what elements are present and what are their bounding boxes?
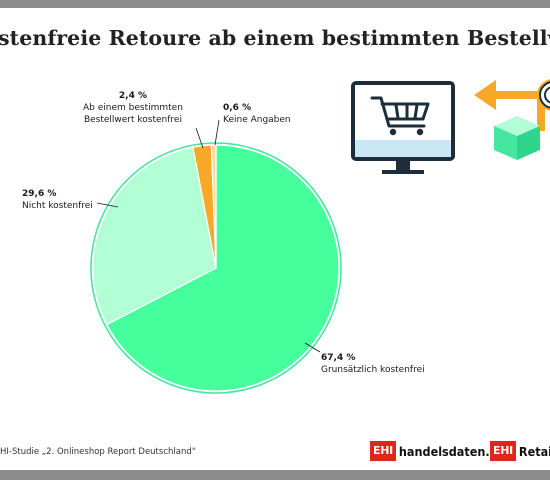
leader-line-grundsaetzlich (304, 342, 321, 353)
leader-line-nicht-kostenfrei (96, 202, 119, 208)
label-bestellwert-line1: Ab einem bestimmten (83, 103, 183, 113)
label-grundsaetzlich: 67,4 % Grunsätzlich kostenfrei (321, 352, 425, 376)
chart-title: stenfreie Retoure ab einem bestimmten Be… (0, 26, 550, 50)
brand-retail: EHI Retail I (490, 440, 550, 462)
shopping-cart-monitor-icon (351, 81, 455, 174)
label-bestellwert-line2: Bestellwert kostenfrei (83, 115, 182, 125)
label-grundsaetzlich-value: 67,4 % (321, 353, 356, 363)
brand-handelsdaten-text: handelsdaten.de (398, 443, 506, 459)
top-border (0, 0, 550, 8)
source-note: HI-Studie „2. Onlineshop Report Deutschl… (0, 447, 197, 457)
pie-slices (92, 144, 340, 392)
ehi-logo-2: EHI (490, 441, 516, 461)
label-nicht-kostenfrei-text: Nicht kostenfrei (22, 201, 93, 211)
leader-line-bestellwert (195, 127, 204, 149)
label-keine-angaben-text: Keine Angaben (223, 115, 291, 125)
label-nicht-kostenfrei: 29,6 % Nicht kostenfrei (22, 188, 93, 212)
label-keine-angaben: 0,6 % Keine Angaben (223, 102, 291, 126)
arrow-left-icon (474, 80, 545, 131)
pie-outer-ring (90, 142, 342, 394)
leader-lines (96, 119, 321, 353)
coin-icon (537, 79, 550, 111)
slice-grundsaetzlich-kostenfrei (105, 144, 340, 392)
package-box-icon (494, 116, 540, 160)
label-grundsaetzlich-text: Grunsätzlich kostenfrei (321, 365, 425, 375)
slice-nicht-kostenfrei (92, 146, 217, 326)
label-keine-angaben-value: 0,6 % (223, 103, 252, 113)
slice-keine-angaben (210, 144, 217, 269)
ehi-logo: EHI (370, 441, 396, 461)
label-bestellwert-value: 2,4 % (118, 91, 148, 101)
leader-line-keine-angaben (214, 119, 220, 146)
brand-handelsdaten: EHI handelsdaten.de (370, 440, 505, 462)
label-nicht-kostenfrei-value: 29,6 % (22, 189, 57, 199)
brand-retail-text: Retail I (518, 443, 550, 459)
bottom-border (0, 470, 550, 480)
label-bestellwert: 2,4 % Ab einem bestimmten Bestellwert ko… (83, 90, 183, 126)
